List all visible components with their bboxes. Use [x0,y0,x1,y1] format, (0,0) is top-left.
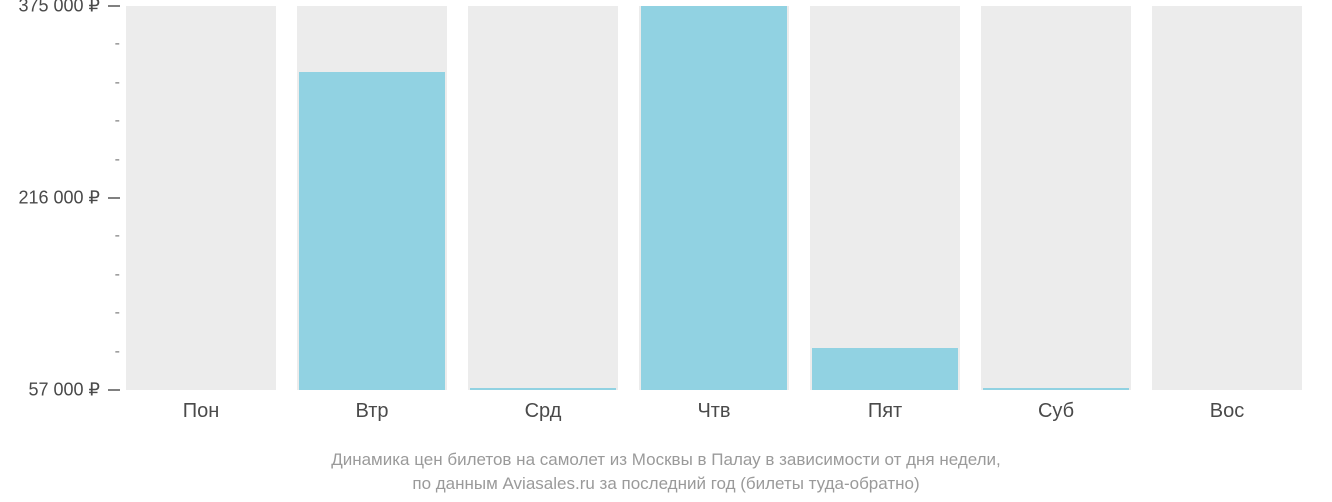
bar-value [812,348,958,390]
x-axis-label: Пон [183,400,220,423]
y-minor-tick: - [108,151,120,169]
y-minor-tick: - [108,304,120,322]
x-axis-label: Чтв [697,400,730,423]
bar-background [810,6,960,390]
x-axis-label: Пят [868,400,902,423]
y-minor-tick: - [108,35,120,53]
y-minor-tick: - [108,112,120,130]
caption-line-1: Динамика цен билетов на самолет из Москв… [0,448,1332,472]
bar-background [981,6,1131,390]
x-axis-label: Втр [356,400,389,423]
plot-area [126,6,1322,390]
x-axis-label: Вос [1210,400,1244,423]
y-axis: 375 000 ₽216 000 ₽57 000 ₽-------- [0,0,120,390]
caption-line-2: по данным Aviasales.ru за последний год … [0,472,1332,496]
x-axis-labels: Пон Втр Срд Чтв Пят Суб Вос [126,400,1322,430]
y-tick-label: 57 000 ₽ [0,380,100,401]
y-tick-mark [108,197,120,199]
bar-value [983,388,1129,390]
bar-background [468,6,618,390]
y-tick-mark [108,389,120,391]
x-axis-label: Срд [525,400,562,423]
bar-value [641,6,787,390]
bar-value [470,388,616,390]
bar-value [299,72,445,390]
price-by-weekday-chart: 375 000 ₽ 216 000 ₽ 57 000 ₽ - - - - - - - - Пон Вт… [0,0,1332,502]
x-axis-label: Суб [1038,400,1074,423]
y-minor-tick: - [108,266,120,284]
bar-background [126,6,276,390]
y-tick-label: 375 000 ₽ [0,0,100,17]
chart-caption: Динамика цен билетов на самолет из Москв… [0,448,1332,496]
y-tick-mark [108,5,120,7]
y-minor-tick: - [108,227,120,245]
y-minor-tick: - [108,74,120,92]
y-minor-tick: - [108,343,120,361]
bar-background [1152,6,1302,390]
y-tick-label: 216 000 ₽ [0,188,100,209]
